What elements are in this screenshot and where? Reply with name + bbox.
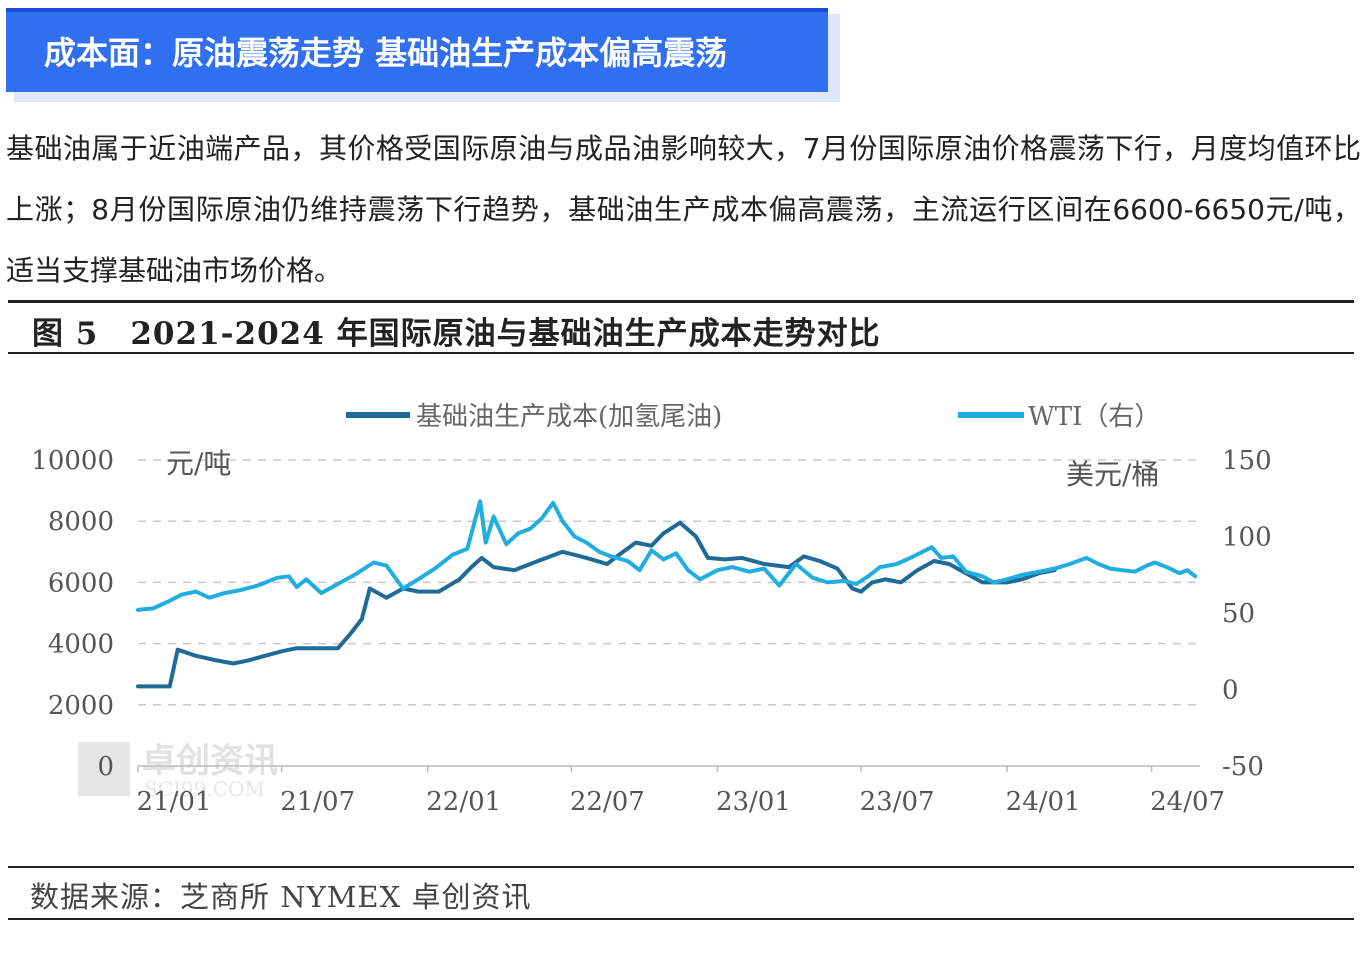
legend-label-base-oil: 基础油生产成本(加氢尾油) bbox=[416, 402, 722, 432]
source-top-rule bbox=[8, 866, 1354, 868]
series-line-wti bbox=[136, 499, 1198, 612]
watermark-subtext: SCI99.COM bbox=[144, 777, 265, 801]
watermark-logo bbox=[78, 742, 130, 796]
legend-label-wti: WTI（右） bbox=[1028, 402, 1160, 432]
y-right-tick-label: 50 bbox=[1222, 599, 1255, 629]
right-unit-label: 美元/桶 bbox=[1066, 458, 1159, 491]
body-paragraph: 基础油属于近油端产品，其价格受国际原油与成品油影响较大，7月份国际原油价格震荡下… bbox=[6, 132, 1361, 287]
figure-title-rule bbox=[8, 352, 1354, 354]
source-note: 数据来源：芝商所 NYMEX 卓创资讯 bbox=[30, 880, 532, 914]
source-bottom-rule bbox=[8, 918, 1354, 920]
y-right-tick-label: 0 bbox=[1222, 676, 1239, 706]
y-right-tick-label: 150 bbox=[1222, 446, 1272, 476]
watermark-text: 卓创资讯 bbox=[142, 741, 278, 781]
x-tick-label: 24/07 bbox=[1150, 787, 1225, 817]
x-tick-label: 22/01 bbox=[426, 787, 501, 817]
x-tick-label: 24/01 bbox=[1006, 787, 1081, 817]
x-tick-label: 23/01 bbox=[716, 787, 791, 817]
y-left-tick-label: 4000 bbox=[48, 630, 114, 660]
section-title: 成本面：原油震荡走势 基础油生产成本偏高震荡 bbox=[44, 34, 728, 72]
x-tick-label: 22/07 bbox=[570, 787, 645, 817]
y-left-tick-label: 10000 bbox=[31, 446, 114, 476]
x-tick-label: 21/07 bbox=[280, 787, 355, 817]
y-right-tick-label: 100 bbox=[1222, 523, 1272, 553]
y-left-tick-label: 6000 bbox=[48, 568, 114, 598]
series-line-base-oil-cost bbox=[136, 520, 1057, 689]
y-left-tick-label: 2000 bbox=[48, 691, 114, 721]
figure-title: 图 5 2021-2024 年国际原油与基础油生产成本走势对比 bbox=[32, 316, 881, 352]
y-right-tick-label: -50 bbox=[1222, 752, 1264, 782]
x-tick-label: 21/01 bbox=[137, 787, 212, 817]
y-left-tick-label: 8000 bbox=[48, 507, 114, 537]
left-unit-label: 元/吨 bbox=[166, 447, 231, 480]
figure-top-rule bbox=[8, 300, 1354, 303]
section-banner: 成本面：原油震荡走势 基础油生产成本偏高震荡 bbox=[6, 8, 828, 92]
y-left-tick-label: 0 bbox=[97, 752, 114, 782]
x-tick-label: 23/07 bbox=[860, 787, 935, 817]
